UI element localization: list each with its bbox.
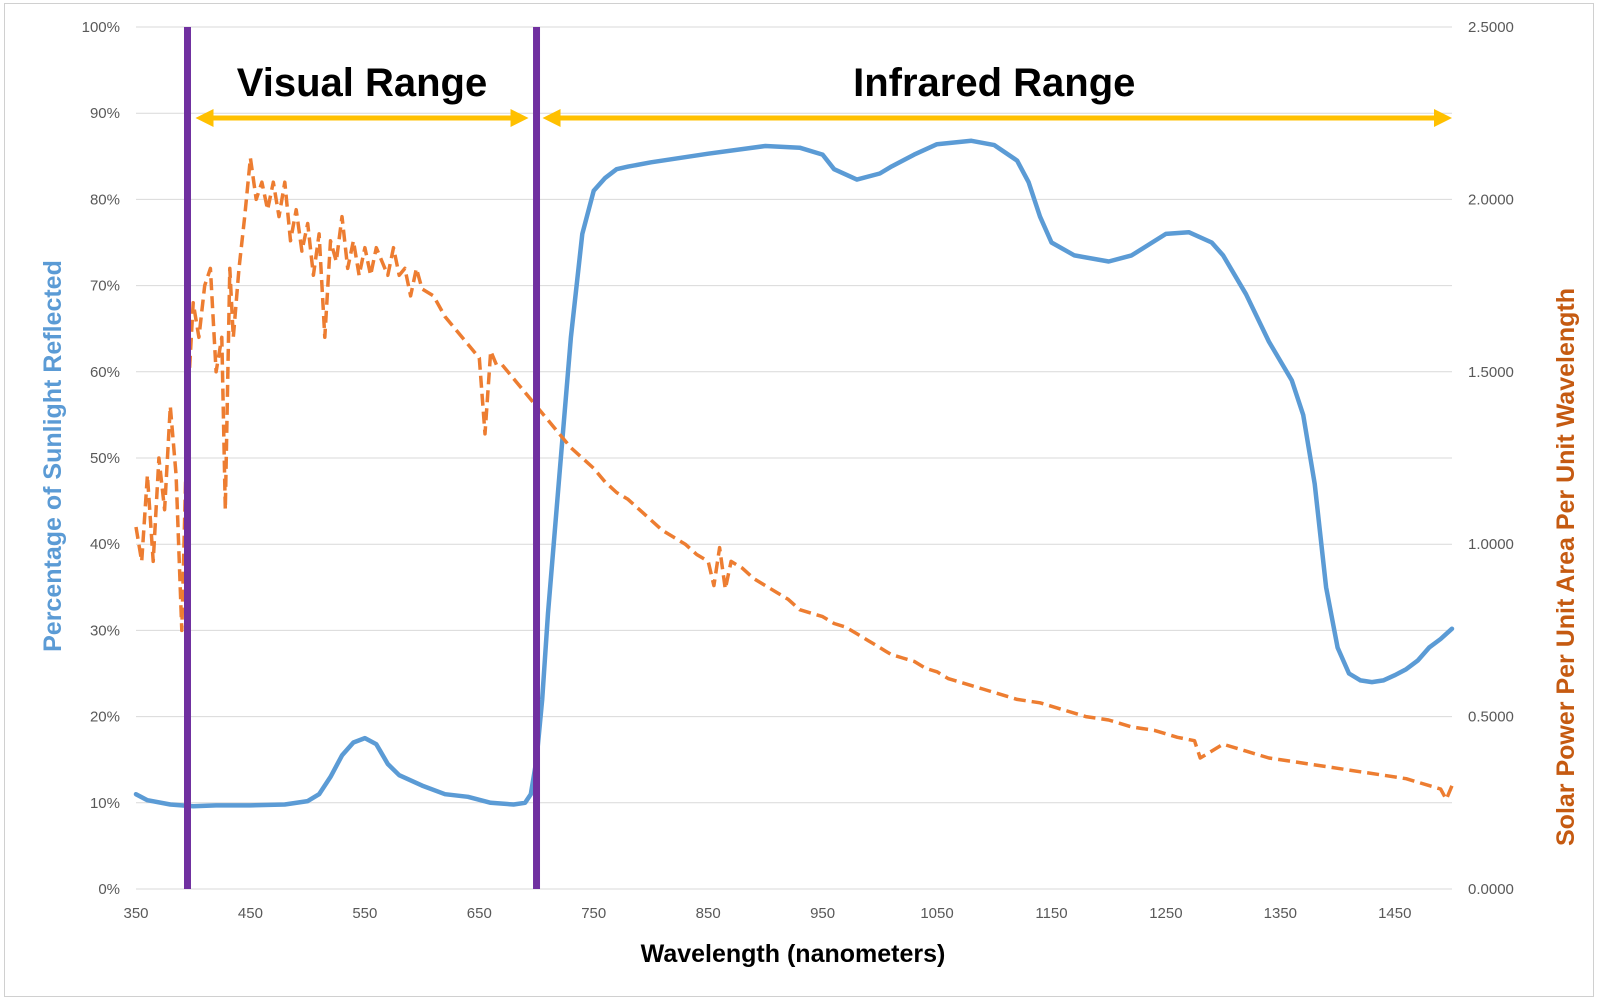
x-tick-label: 1350: [1264, 905, 1297, 922]
left-tick-label: 50%: [90, 450, 120, 467]
solar-power-series-line: [134, 156, 1454, 802]
x-tick-label: 1250: [1149, 905, 1182, 922]
left-tick-label: 40%: [90, 536, 120, 553]
range-title: Infrared Range: [853, 61, 1135, 105]
gridlines: [136, 26, 1452, 890]
reflectance-series-line: [133, 138, 1455, 809]
x-tick-label: 450: [238, 905, 263, 922]
left-tick-label: 100%: [82, 19, 120, 36]
left-tick-label: 60%: [90, 364, 120, 381]
range-arrow: [195, 109, 529, 127]
x-tick-label: 950: [810, 905, 835, 922]
right-tick-label: 0.0000: [1468, 881, 1514, 898]
x-tick-label: 1150: [1035, 905, 1067, 922]
right-tick-label: 1.0000: [1468, 536, 1514, 553]
annotation-layer: Visual Range Infrared Range: [183, 27, 1452, 889]
series-layer: [133, 138, 1455, 809]
right-tick-label: 2.0000: [1468, 191, 1514, 208]
range-title: Visual Range: [237, 61, 487, 105]
left-tick-label: 90%: [90, 105, 120, 122]
x-tick-label: 350: [123, 905, 148, 922]
left-tick-label: 0%: [98, 881, 120, 898]
left-tick-label: 30%: [90, 622, 120, 639]
x-tick-label: 1450: [1378, 905, 1411, 922]
right-tick-label: 1.5000: [1468, 364, 1514, 381]
x-axis-title: Wavelength (nanometers): [641, 940, 946, 968]
right-axis-title: Solar Power Per Unit Area Per Unit Wavel…: [1552, 288, 1580, 846]
x-tick-label: 650: [467, 905, 492, 922]
x-tick-label: 1050: [920, 905, 953, 922]
x-tick-label: 550: [352, 905, 377, 922]
x-tick-label: 850: [696, 905, 721, 922]
range-arrow: [542, 109, 1452, 127]
right-tick-label: 2.5000: [1468, 19, 1514, 36]
chart-frame: [4, 3, 1594, 997]
right-tick-label: 0.5000: [1468, 709, 1514, 726]
left-tick-label: 10%: [90, 795, 120, 812]
x-tick-label: 750: [581, 905, 606, 922]
right-tick-labels: 0.0000 0.5000 1.0000 1.5000 2.0000 2.5000: [1468, 19, 1514, 898]
x-tick-labels: 350 450 550 650 750 850 950 1050 1150 1250 1350 145…: [123, 905, 1411, 922]
left-tick-labels: 0% 10% 20% 30% 40% 50% 60% 70% 80% 90% 100%: [82, 19, 120, 898]
left-tick-label: 70%: [90, 278, 120, 295]
left-axis-title: Percentage of Sunlight Reflected: [39, 260, 67, 652]
left-tick-label: 80%: [90, 191, 120, 208]
left-tick-label: 20%: [90, 709, 120, 726]
